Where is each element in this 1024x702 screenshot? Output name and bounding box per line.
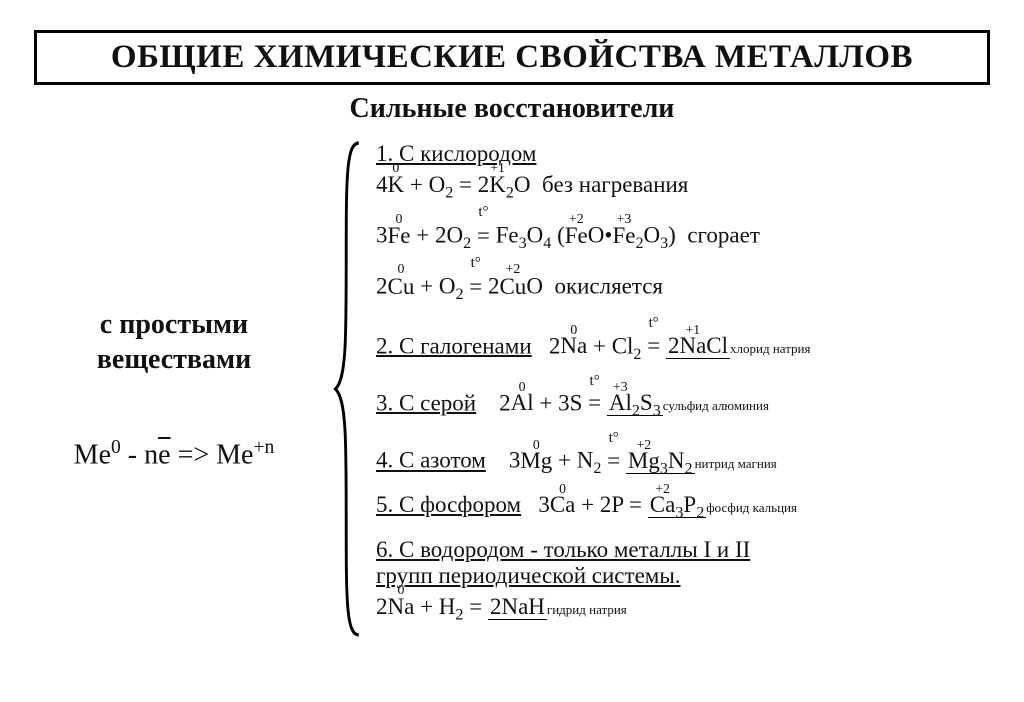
left-heading-line2: веществами xyxy=(97,344,251,375)
note-burns: сгорает xyxy=(687,223,760,248)
reactions-list: 1. С кислородом 4K + O2 = 2K2O без нагре… xyxy=(366,139,1000,639)
left-heading-line1: с простыми xyxy=(100,309,248,340)
curly-brace-icon xyxy=(330,139,366,639)
item-phosphorus: 5. С фосфором 3Ca + 2P = Ca3P2фосфид кал… xyxy=(376,492,1000,523)
note-mg3n2: нитрид магния xyxy=(695,455,777,471)
note-al2s3: сульфид алюминия xyxy=(663,397,769,413)
eq-fe-o2: 3Fe + 2O2 = Fe3O4 (FeO•Fe2O3) сгорает xyxy=(376,207,1000,256)
item-sulfur: 3. С серой 2Al + 3S = Al2S3сульфид алюми… xyxy=(376,378,1000,421)
left-general-equation: Me0 - ne => Me+n xyxy=(74,437,275,471)
item-nitrogen: 4. С азотом 3Mg + N2 = Mg3N2нитрид магни… xyxy=(376,435,1000,478)
item-hydrogen: 6. С водородом - только металлы I и II г… xyxy=(376,537,1000,627)
note-nacl: хлорид натрия xyxy=(730,340,810,356)
eq-cu-o2: 2Cu + O2 = 2CuO окисляется xyxy=(376,258,1000,307)
item-oxygen-heading: 1. С кислородом xyxy=(376,141,536,166)
item-halogens: 2. С галогенами 2Na + Cl2 = 2NaClхлорид … xyxy=(376,321,1000,364)
item-hydrogen-heading-line1: 6. С водородом - только металлы I и II xyxy=(376,537,750,562)
eq-na-h2: 2Na + H2 = 2NaHгидрид натрия xyxy=(376,591,1000,627)
left-column: с простыми веществами Me0 - ne => Me+n xyxy=(24,139,330,639)
note-oxidizes: окисляется xyxy=(554,274,663,299)
page-title-box: ОБЩИЕ ХИМИЧЕСКИЕ СВОЙСТВА МЕТАЛЛОВ xyxy=(34,30,990,85)
page-title: ОБЩИЕ ХИМИЧЕСКИЕ СВОЙСТВА МЕТАЛЛОВ xyxy=(111,39,913,75)
note-ca3p2: фосфид кальция xyxy=(706,499,797,515)
note-nah: гидрид натрия xyxy=(547,601,627,617)
left-heading: с простыми веществами xyxy=(97,307,251,377)
main-layout: с простыми веществами Me0 - ne => Me+n 1… xyxy=(24,139,1000,639)
item-phosphorus-heading: 5. С фосфором xyxy=(376,492,521,517)
note-no-heat: без нагревания xyxy=(542,172,688,197)
item-sulfur-heading: 3. С серой xyxy=(376,390,476,415)
item-hydrogen-heading-line2: групп периодической системы. xyxy=(376,563,681,588)
eq-k-o2: 4K + O2 = 2K2O без нагревания xyxy=(376,169,1000,205)
item-halogens-heading: 2. С галогенами xyxy=(376,333,532,358)
item-nitrogen-heading: 4. С азотом xyxy=(376,448,486,473)
page-subtitle: Сильные восстановители xyxy=(24,93,1000,125)
page: ОБЩИЕ ХИМИЧЕСКИЕ СВОЙСТВА МЕТАЛЛОВ Сильн… xyxy=(0,0,1024,659)
item-oxygen: 1. С кислородом 4K + O2 = 2K2O без нагре… xyxy=(376,141,1000,307)
